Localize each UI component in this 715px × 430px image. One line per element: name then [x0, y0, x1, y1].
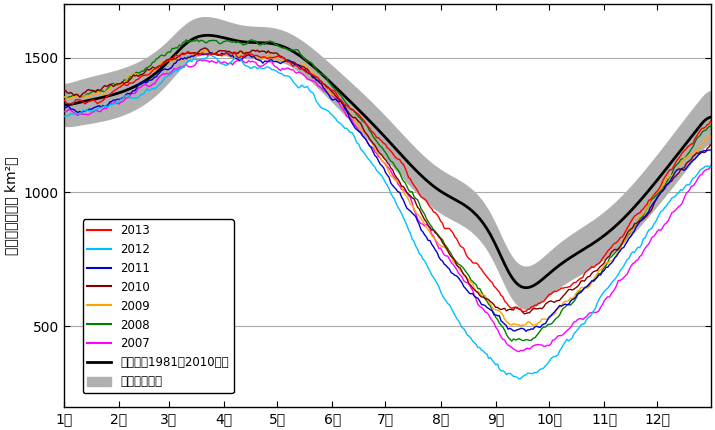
Legend: 2013, 2012, 2011, 2010, 2009, 2008, 2007, 平年値（1981～2010年）, 平年並の範囲: 2013, 2012, 2011, 2010, 2009, 2008, 2007… [82, 219, 234, 393]
Y-axis label: 海氷域面積（万 km²）: 海氷域面積（万 km²） [4, 157, 18, 255]
